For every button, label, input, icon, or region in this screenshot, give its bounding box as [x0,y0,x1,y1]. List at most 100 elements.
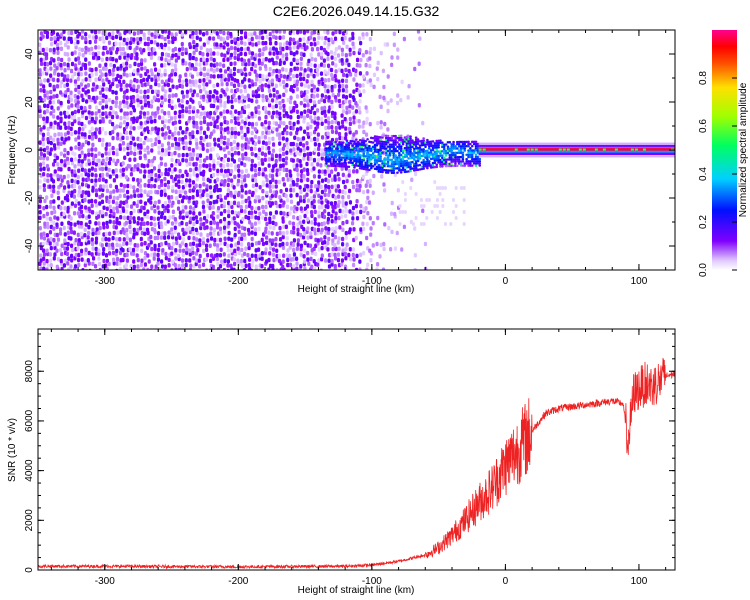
heatmap-cell [257,195,261,200]
heatmap-cell [449,222,453,226]
heatmap-cell [152,95,156,100]
heatmap-cell [180,90,184,95]
heatmap-cell [345,88,349,94]
heatmap-cell [48,82,52,88]
heatmap-cell [198,30,202,35]
heatmap-cell [323,109,327,114]
heatmap-cell [229,52,234,58]
heatmap-cell [118,188,123,193]
heatmap-cell [108,147,112,153]
heatmap-cell [125,41,129,46]
heatmap-cell [319,237,323,242]
heatmap-cell [216,168,220,174]
heatmap-cell [105,56,109,62]
heatmap-cell [153,246,157,252]
heatmap-cell [240,174,244,179]
heatmap-cell [107,246,111,251]
heatmap-cell [188,109,192,115]
heatmap-cell [104,72,108,77]
heatmap-cell [80,159,85,164]
heatmap-cell [351,161,354,165]
heatmap-cell [152,216,156,222]
heatmap-cell [178,109,182,115]
heatmap-cell [327,226,331,232]
heatmap-cell [202,119,207,125]
heatmap-cell [126,215,130,221]
heatmap-cell [306,171,310,177]
heatmap-cell [313,221,317,226]
heatmap-cell [115,174,119,179]
heatmap-cell [398,167,401,170]
heatmap-cell [93,199,98,204]
heatmap-cell [69,126,73,132]
heatmap-cell [70,190,74,195]
heatmap-cell [149,172,154,177]
heatmap-cell [135,253,139,258]
heatmap-cell [253,172,258,178]
heatmap-cell [326,116,331,121]
heatmap-cell [329,50,334,55]
heatmap-cell [97,158,101,163]
heatmap-cell [355,183,359,188]
heatmap-cell [184,205,188,210]
heatmap-cell [125,95,129,100]
heatmap-cell [298,220,302,225]
heatmap-cell [52,114,56,119]
heatmap-cell [328,158,332,161]
heatmap-cell [246,145,250,150]
heatmap-cell [184,183,188,188]
heatmap-cell [250,55,254,60]
heatmap-cell [111,81,115,87]
heatmap-cell [154,137,158,142]
heatmap-cell [338,154,341,157]
heatmap-cell [115,216,119,222]
heatmap-cell [139,188,143,193]
heatmap-cell [133,157,137,162]
heatmap-cell [170,78,174,83]
heatmap-cell [105,142,109,147]
heatmap-cell [126,151,130,157]
heatmap-cell [317,199,321,204]
heatmap-cell [73,71,77,77]
heatmap-cell [160,51,165,57]
heatmap-cell [87,240,91,245]
heatmap-cell [195,237,199,242]
heatmap-cell [292,163,296,169]
heatmap-cell [334,211,338,216]
heatmap-cell [344,94,349,100]
heatmap-cell [352,45,356,50]
heatmap-cell [143,36,147,41]
heatmap-cell [52,199,56,204]
heatmap-cell [379,153,382,156]
heatmap-cell [133,164,137,169]
heatmap-cell [118,250,123,256]
heatmap-cell [59,258,63,264]
heatmap-cell [306,125,310,131]
heatmap-cell [116,230,120,235]
heatmap-cell [202,137,206,142]
heatmap-cell [227,236,231,242]
heatmap-cell [382,241,386,247]
heatmap-cell [45,232,49,238]
heatmap-cell [272,51,276,56]
heatmap-cell [111,250,116,256]
heatmap-cell [310,162,314,167]
heatmap-cell [320,221,324,227]
heatmap-cell [324,118,328,124]
heatmap-cell [427,155,431,159]
heatmap-cell [229,168,234,174]
heatmap-cell [348,121,353,127]
heatmap-cell [274,184,278,189]
heatmap-cell [102,232,106,237]
heatmap-cell [372,173,376,179]
heatmap-cell [296,172,300,177]
heatmap-cell [174,248,178,253]
heatmap-cell [58,227,63,232]
heatmap-cell [261,73,265,79]
heatmap-cell [195,121,199,126]
heatmap-cell [146,110,150,116]
heatmap-cell [331,31,335,36]
heatmap-cell [173,229,177,235]
heatmap-cell [66,52,70,57]
heatmap-cell [330,110,335,116]
